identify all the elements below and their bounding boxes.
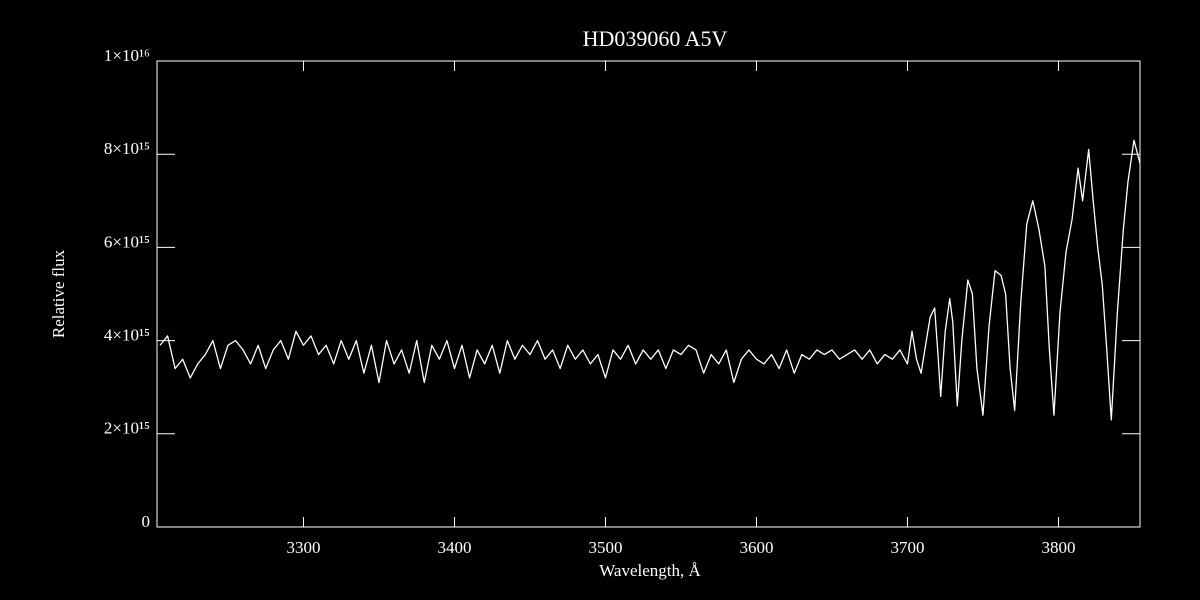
y-tick-label: 2×10¹⁵ [104, 419, 150, 438]
y-tick-label: 8×10¹⁵ [104, 139, 150, 158]
y-tick-label: 6×10¹⁵ [104, 232, 150, 251]
plot-frame [156, 60, 1141, 528]
y-tick-label: 4×10¹⁵ [104, 326, 150, 345]
x-tick-label: 3300 [286, 538, 320, 557]
y-tick-label: 1×10¹⁶ [104, 46, 150, 65]
x-tick-label: 3400 [437, 538, 471, 557]
x-tick-label: 3500 [588, 538, 622, 557]
y-axis-label: Relative flux [49, 249, 68, 338]
x-tick-label: 3600 [739, 538, 773, 557]
y-tick-label: 0 [142, 512, 151, 531]
chart-title: HD039060 A5V [583, 26, 728, 51]
spectrum-line [159, 139, 1141, 421]
x-axis-label: Wavelength, Å [599, 561, 701, 580]
x-tick-label: 3800 [1041, 538, 1075, 557]
x-tick-label: 3700 [890, 538, 924, 557]
